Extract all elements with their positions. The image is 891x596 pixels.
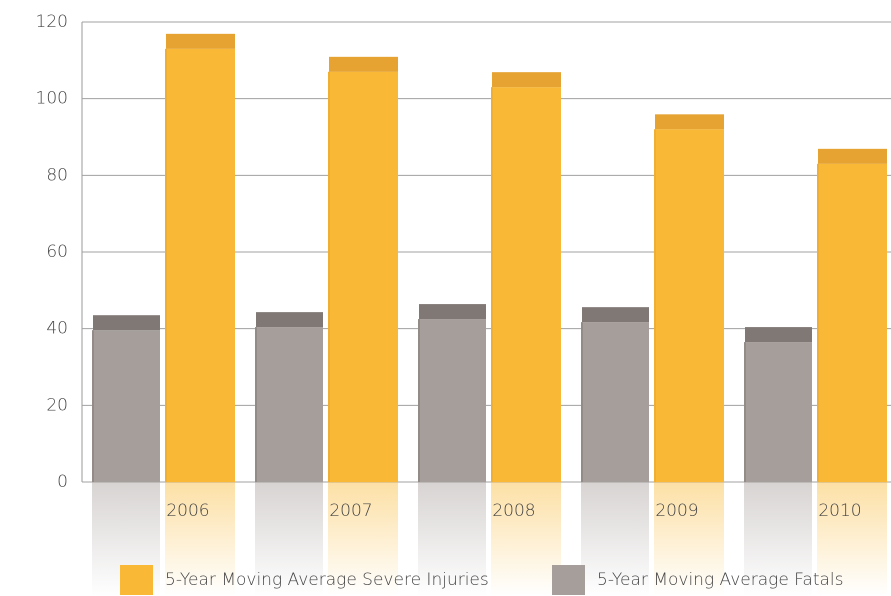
bar xyxy=(165,48,235,482)
bar-top xyxy=(818,148,887,164)
bar-side xyxy=(165,48,167,482)
bar-top xyxy=(93,315,160,331)
legend-swatch xyxy=(120,565,153,595)
bar-top xyxy=(166,33,235,49)
bar xyxy=(491,87,561,483)
x-tick-label: 2010 xyxy=(818,501,861,521)
y-tick-label: 100 xyxy=(36,89,68,109)
bar xyxy=(581,322,649,482)
x-tick-label: 2007 xyxy=(329,501,372,521)
bar-top xyxy=(419,304,486,320)
bar xyxy=(255,327,323,482)
bar-reflection xyxy=(817,482,887,596)
bar-top xyxy=(655,114,724,130)
bar-reflection xyxy=(744,482,812,596)
bar xyxy=(418,319,486,482)
bar-top xyxy=(582,307,649,323)
bar xyxy=(328,71,398,482)
y-tick-label: 20 xyxy=(46,395,68,415)
bar-reflection xyxy=(255,482,323,596)
y-tick-label: 60 xyxy=(46,242,68,262)
legend-label: 5-Year Moving Average Fatals xyxy=(597,570,843,590)
bar-side xyxy=(581,322,583,482)
bar-side xyxy=(255,327,257,482)
legend-swatch xyxy=(552,565,585,595)
legend-label: 5-Year Moving Average Severe Injuries xyxy=(165,570,489,590)
y-tick-label: 0 xyxy=(57,472,68,492)
bar-side xyxy=(654,129,656,483)
bar xyxy=(744,342,812,482)
bar-side xyxy=(744,342,746,482)
bar-side xyxy=(92,330,94,482)
bar xyxy=(92,330,160,482)
bar-side xyxy=(328,71,330,482)
bar-reflection xyxy=(491,482,561,596)
bar xyxy=(654,129,724,483)
bar-side xyxy=(418,319,420,482)
bar-top xyxy=(492,72,561,88)
bar-reflection xyxy=(328,482,398,596)
bar-top xyxy=(745,327,812,343)
x-tick-label: 2006 xyxy=(166,501,209,521)
x-tick-label: 2008 xyxy=(492,501,535,521)
bar-side xyxy=(817,163,819,483)
y-tick-label: 120 xyxy=(36,12,68,32)
bar-reflection xyxy=(581,482,649,596)
bar-reflection xyxy=(165,482,235,596)
y-tick-label: 80 xyxy=(46,165,68,185)
bar-top xyxy=(329,56,398,72)
x-tick-label: 2009 xyxy=(655,501,698,521)
bar-side xyxy=(491,87,493,483)
bar-top xyxy=(256,312,323,328)
y-tick-label: 40 xyxy=(46,319,68,339)
bar-reflection xyxy=(654,482,724,596)
bar xyxy=(817,163,887,483)
bar-reflection xyxy=(418,482,486,596)
